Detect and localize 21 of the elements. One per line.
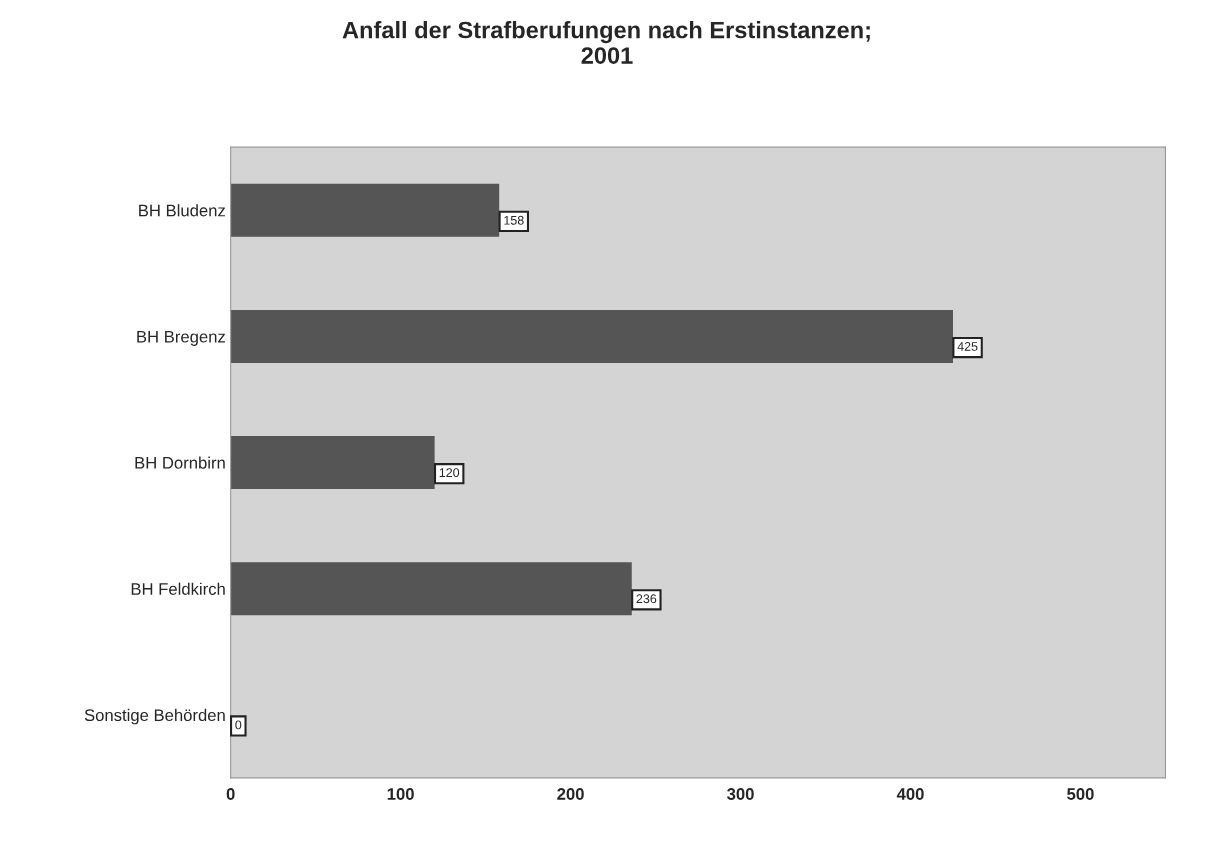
y-tick-label: BH Bregenz [137,330,225,346]
data-label: 120 [439,468,460,478]
data-label: 236 [636,594,657,604]
y-tick-label: BH Feldkirch [131,582,225,595]
y-tick-label: Sonstige Behörden [84,708,225,725]
data-label: 158 [504,215,524,225]
x-tick-label: 0 [226,788,235,800]
y-tick-label: BH Bludenz [139,204,225,217]
x-tick-label: 300 [727,788,754,800]
bar [230,436,435,490]
y-tick-label: BH Dornbirn [135,456,225,469]
x-tick-label: 200 [557,788,584,800]
data-label: 0 [235,720,242,730]
bar [230,309,953,363]
x-tick-label: 400 [896,788,924,800]
x-tick-label: 500 [1067,788,1094,800]
bar [230,562,632,616]
x-tick-label: 100 [387,788,414,800]
data-label: 425 [957,342,978,351]
bar [230,183,500,237]
chart-title: Anfall der Strafberufungen nach Erstinstanzen; 2001 [342,21,870,64]
